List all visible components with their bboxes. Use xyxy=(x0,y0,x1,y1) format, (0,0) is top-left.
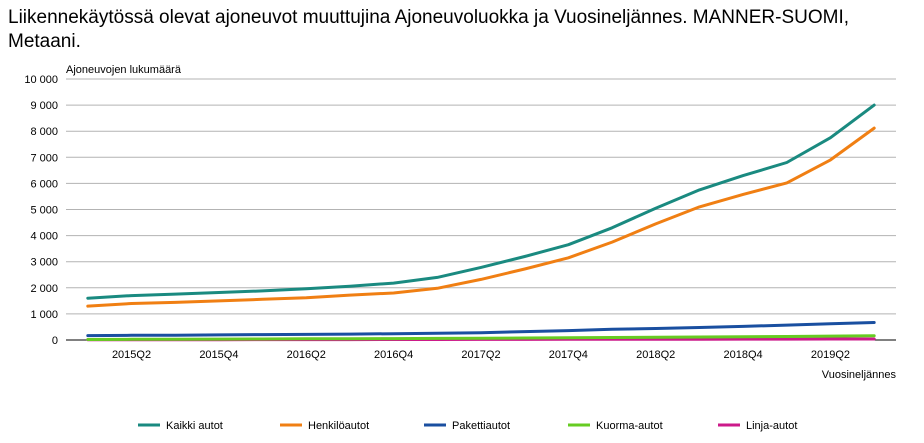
series-line-henkilöautot xyxy=(86,126,876,308)
x-tick-label: 2018Q4 xyxy=(724,349,763,361)
x-tick-label: 2017Q2 xyxy=(461,349,500,361)
y-tick-label: 5 000 xyxy=(30,205,58,217)
legend-item: Linja-autot xyxy=(718,420,797,432)
legend-label: Henkilöautot xyxy=(308,420,369,432)
y-tick-label: 10 000 xyxy=(24,74,58,86)
x-tick-labels: 2015Q2 2015Q4 2016Q2 2016Q4 2017Q2 2017Q4 2018… xyxy=(112,349,850,361)
legend-item: Kaikki autot xyxy=(138,420,223,432)
x-tick-label: 2019Q2 xyxy=(811,349,850,361)
x-tick-label: 2015Q4 xyxy=(199,349,238,361)
y-tick-label: 9 000 xyxy=(30,100,58,112)
series-line-pakettiautot xyxy=(86,321,876,338)
x-tick-label: 2016Q2 xyxy=(287,349,326,361)
legend-label: Kaikki autot xyxy=(166,420,223,432)
x-axis-label: Vuosineljännes xyxy=(822,369,897,381)
gridlines xyxy=(66,78,896,341)
y-tick-label: 0 xyxy=(52,335,58,347)
y-tick-label: 8 000 xyxy=(30,126,58,138)
y-axis-label: Ajoneuvojen lukumäärä xyxy=(66,64,182,76)
legend-item: Henkilöautot xyxy=(280,420,369,432)
x-tick-label: 2018Q2 xyxy=(636,349,675,361)
x-tick-label: 2017Q4 xyxy=(549,349,588,361)
y-tick-label: 3 000 xyxy=(30,257,58,269)
legend-label: Kuorma-autot xyxy=(596,420,663,432)
y-tick-label: 2 000 xyxy=(30,283,58,295)
legend-item: Pakettiautot xyxy=(424,420,510,432)
legend-label: Pakettiautot xyxy=(452,420,510,432)
y-tick-label: 1 000 xyxy=(30,309,58,321)
y-tick-label: 6 000 xyxy=(30,178,58,190)
legend-item: Kuorma-autot xyxy=(568,420,663,432)
x-tick-label: 2016Q4 xyxy=(374,349,413,361)
y-tick-labels: 0 1 000 2 000 3 000 4 000 5 000 6 000 7 000 8 00… xyxy=(24,74,58,347)
series-line-kuorma-autot xyxy=(86,334,876,341)
y-tick-label: 4 000 xyxy=(30,231,58,243)
chart-title: Liikennekäytössä olevat ajoneuvot muuttu… xyxy=(8,7,850,52)
legend: Kaikki autot Henkilöautot Pakettiautot Kuor… xyxy=(138,420,797,432)
legend-label: Linja-autot xyxy=(746,420,797,432)
series-line-kaikki-autot xyxy=(86,103,876,300)
series-lines xyxy=(86,103,876,342)
y-tick-label: 7 000 xyxy=(30,152,58,164)
x-tick-label: 2015Q2 xyxy=(112,349,151,361)
